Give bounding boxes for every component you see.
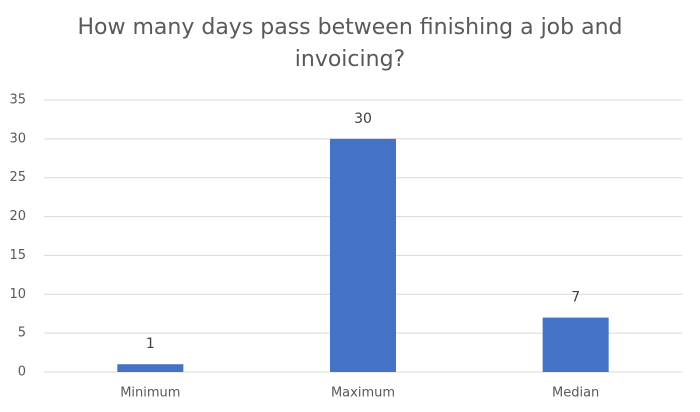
y-tick-label: 15: [9, 248, 26, 263]
bar: [542, 317, 609, 372]
x-tick-label: Maximum: [331, 386, 395, 401]
y-tick-label: 30: [9, 131, 26, 146]
x-tick-label: Minimum: [120, 386, 180, 401]
data-label: 7: [571, 290, 580, 306]
y-tick-label: 10: [9, 287, 26, 302]
bar: [117, 364, 184, 372]
data-label: 1: [146, 336, 155, 352]
x-tick-label: Median: [552, 386, 599, 401]
y-tick-label: 5: [18, 326, 26, 341]
data-label: 30: [354, 111, 372, 127]
bar: [330, 138, 396, 372]
y-tick-label: 35: [9, 93, 26, 108]
y-tick-label: 25: [9, 170, 26, 185]
y-tick-label: 0: [18, 365, 26, 380]
y-tick-label: 20: [9, 209, 26, 224]
chart-title: How many days pass between finishing a j…: [77, 15, 623, 72]
